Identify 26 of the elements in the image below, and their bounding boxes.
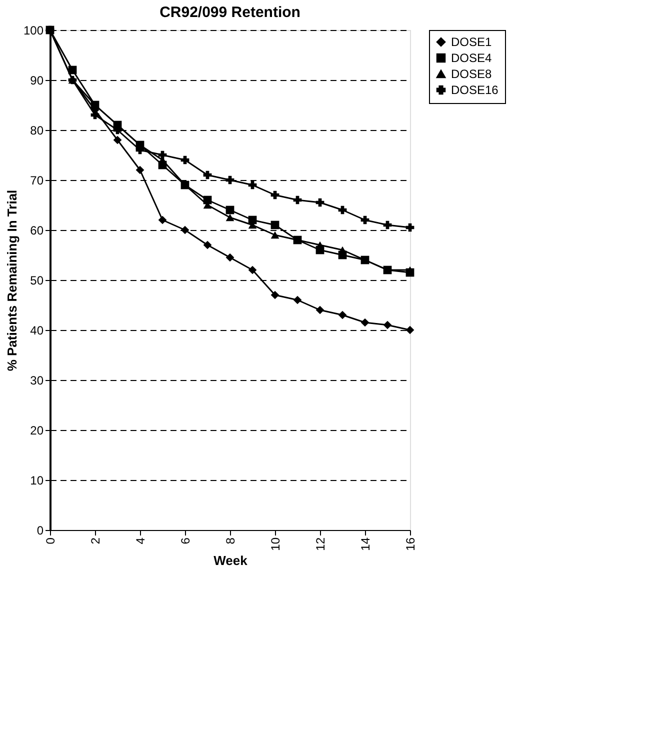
- y-tick-label: 80: [30, 124, 44, 138]
- x-tick-label: 4: [134, 537, 148, 544]
- legend-label: DOSE16: [451, 83, 499, 97]
- legend-label: DOSE8: [451, 67, 492, 81]
- x-tick-label: 12: [314, 537, 328, 551]
- y-tick-label: 20: [30, 424, 44, 438]
- x-tick-label: 10: [268, 537, 282, 551]
- y-tick-label: 60: [30, 224, 44, 238]
- chart-title: CR92/099 Retention: [160, 4, 300, 21]
- x-tick-label: 16: [404, 537, 418, 551]
- y-tick-label: 30: [30, 374, 44, 388]
- x-tick-label: 6: [178, 537, 192, 544]
- y-tick-label: 50: [30, 274, 44, 288]
- x-tick-label: 14: [358, 537, 372, 551]
- y-tick-label: 10: [30, 474, 44, 488]
- y-tick-label: 90: [30, 74, 44, 88]
- x-tick-label: 8: [224, 537, 238, 544]
- x-axis-title: Week: [214, 552, 248, 568]
- x-tick-label: 0: [44, 537, 58, 544]
- legend-label: DOSE4: [451, 51, 492, 65]
- legend-label: DOSE1: [451, 35, 492, 49]
- x-tick-label: 2: [88, 537, 102, 544]
- y-tick-label: 70: [30, 174, 44, 188]
- y-tick-label: 40: [30, 324, 44, 338]
- y-tick-label: 100: [23, 24, 44, 38]
- y-axis-title: % Patients Remaining In Trial: [4, 190, 20, 372]
